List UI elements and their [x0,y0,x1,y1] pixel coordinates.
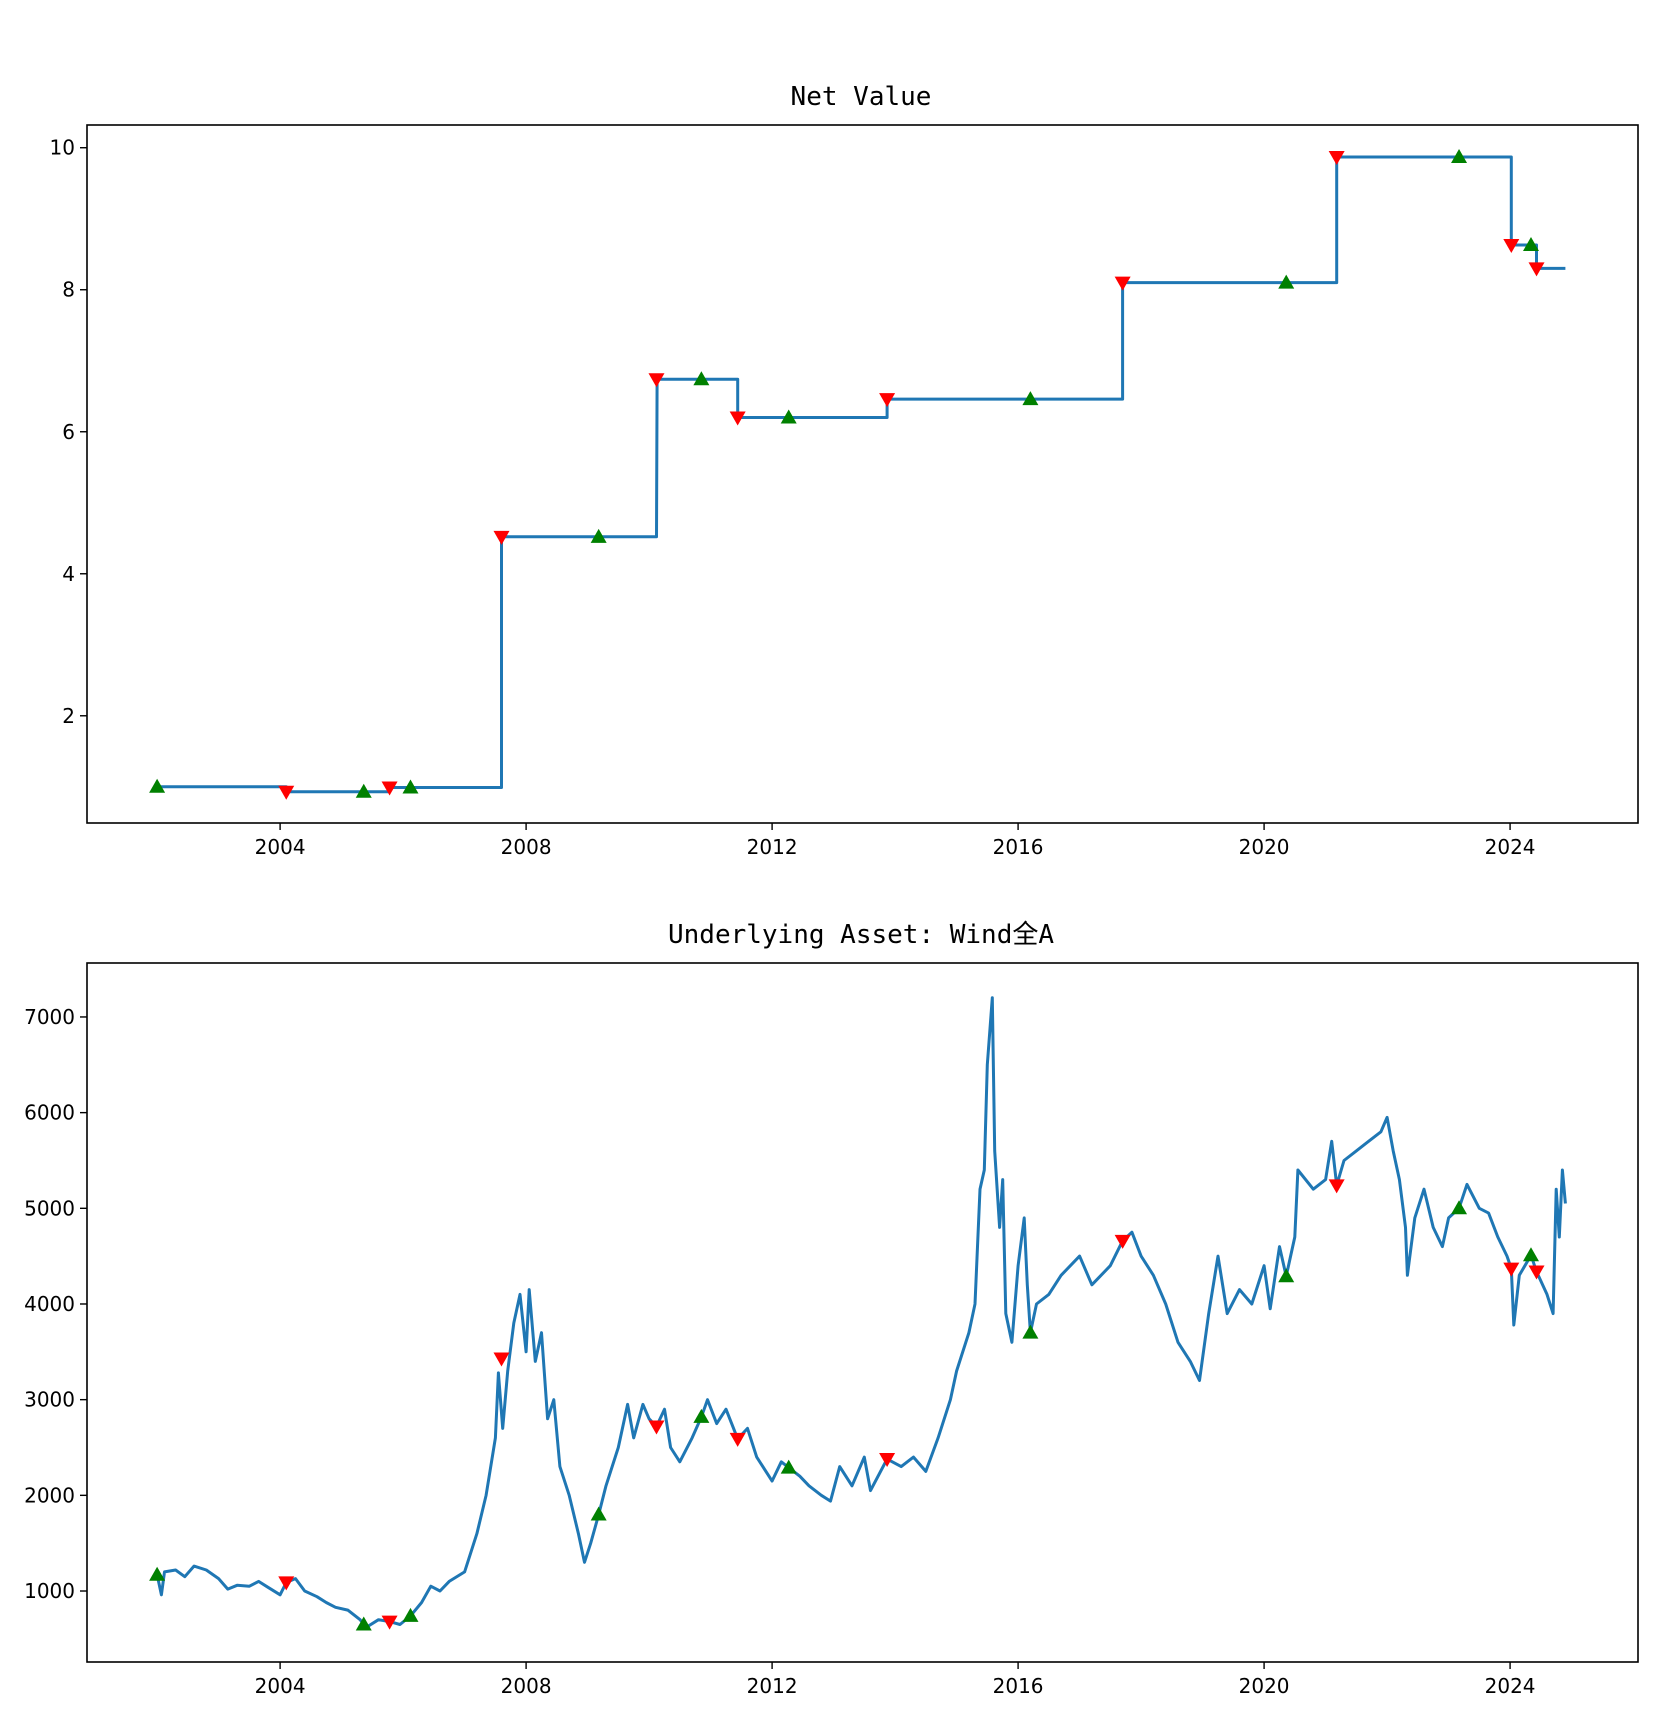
buy-marker [355,783,372,798]
sell-marker [381,1615,398,1630]
y-tick-label: 3000 [24,1388,75,1412]
buy-marker [149,1566,166,1581]
buy-marker [1278,1268,1295,1283]
underlying-asset-axes: Underlying Asset: Wind全A 2004 2008 2012 201… [24,920,1639,1698]
sell-marker [381,781,398,796]
axes-frame [86,124,1639,824]
underlying-price-line [155,996,1567,1629]
y-tick-label: 4 [62,562,75,586]
sell-marker [729,1432,746,1447]
x-tick-label: 2004 [255,1674,306,1698]
buy-marker [1022,1324,1039,1339]
buy-marker [1522,237,1539,252]
sell-marker [1114,1234,1131,1249]
buy-marker [693,1408,710,1423]
buy-marker [149,778,166,793]
buy-marker [402,1607,419,1622]
sell-marker [1503,1262,1520,1277]
x-tick-label: 2012 [747,1674,798,1698]
y-tick-label: 7000 [24,1005,75,1029]
y-tick-label: 6 [62,420,75,444]
sell-marker [729,411,746,426]
x-tick-label: 2008 [501,835,552,859]
buy-marker [590,528,607,543]
sell-marker [493,530,510,545]
y-tick-label: 5000 [24,1196,75,1220]
sell-marker [879,393,896,408]
axes-frame [86,962,1639,1663]
buy-marker [1278,274,1295,289]
sell-marker [648,373,665,388]
y-tick-label: 10 [50,136,75,160]
sell-marker [1503,239,1520,254]
buy-marker [1522,1247,1539,1262]
sell-marker [278,785,295,800]
x-tick-label: 2016 [993,835,1044,859]
x-tick-label: 2008 [501,1674,552,1698]
x-tick-label: 2020 [1239,835,1290,859]
sell-marker [1114,276,1131,291]
y-tick-label: 1000 [24,1579,75,1603]
sell-marker [1328,150,1345,165]
buy-marker [693,371,710,386]
x-tick-label: 2012 [747,835,798,859]
sell-marker [648,1420,665,1435]
sell-marker [1328,1179,1345,1194]
buy-marker [402,779,419,794]
net-value-axes: Net Value 2004 2008 2012 2016 2020 2024 2 4 6 8 10 [50,82,1639,859]
y-tick-label: 8 [62,278,75,302]
underlying-asset-title: Underlying Asset: Wind全A [668,920,1054,950]
y-tick-label: 6000 [24,1101,75,1125]
net-value-title: Net Value [791,82,932,112]
buy-marker [355,1616,372,1631]
x-tick-label: 2020 [1239,1674,1290,1698]
x-tick-label: 2024 [1485,1674,1536,1698]
buy-marker [1451,1200,1468,1215]
x-tick-label: 2024 [1485,835,1536,859]
y-tick-label: 2000 [24,1483,75,1507]
y-tick-label: 4000 [24,1292,75,1316]
net-value-line [157,155,1566,794]
x-tick-label: 2016 [993,1674,1044,1698]
sell-marker [493,1352,510,1367]
x-tick-label: 2004 [255,835,306,859]
buy-marker [780,1459,797,1474]
buy-marker [590,1506,607,1521]
sell-marker [1528,262,1545,277]
buy-marker [780,409,797,424]
sell-marker [879,1452,896,1467]
buy-marker [1022,391,1039,406]
sell-marker [1528,1265,1545,1280]
sell-marker [278,1576,295,1591]
buy-marker [1451,148,1468,163]
y-tick-label: 2 [62,704,75,728]
